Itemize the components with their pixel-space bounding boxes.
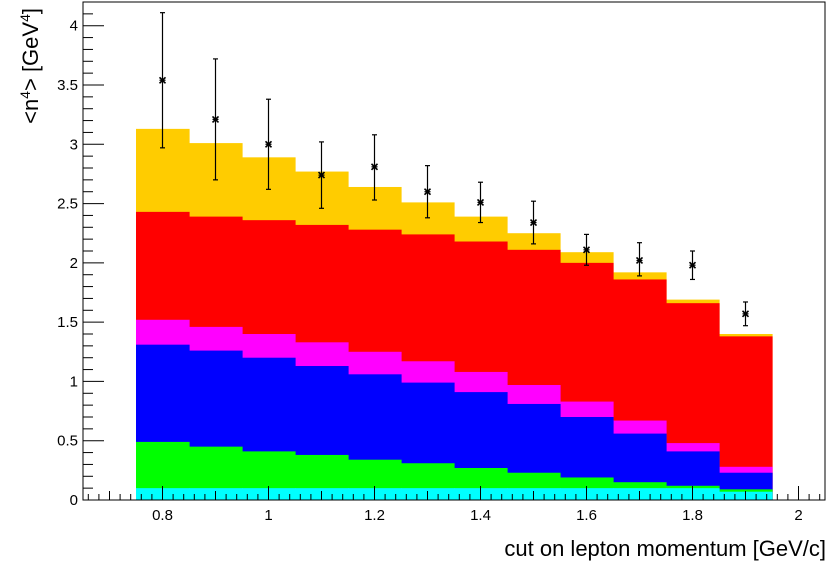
data-point [529, 200, 538, 245]
data-point [317, 141, 326, 209]
y-tick-label: 2 [70, 255, 78, 272]
data-point [476, 181, 485, 224]
y-axis-title: <n4> [GeV4] [17, 8, 43, 124]
data-point [423, 165, 432, 219]
data-point [158, 12, 167, 149]
tick-labels: 0.8 1 1.2 1.4 1.6 1.8 2 0 0.5 1 1.5 2 2.5 3 3.5 4 [57, 18, 803, 524]
x-tick-label: 0.8 [152, 507, 173, 524]
y-tick-label: 1 [70, 373, 78, 390]
x-tick-label: 1 [264, 507, 272, 524]
y-tick-label: 2.5 [57, 196, 78, 213]
x-tick-label: 1.6 [576, 507, 597, 524]
data-points [158, 12, 750, 327]
data-point [635, 242, 644, 277]
data-point [211, 58, 220, 181]
y-tick-label: 4 [70, 18, 78, 35]
y-tick-label: 3 [70, 136, 78, 153]
data-point [582, 233, 591, 266]
y-tick-label: 0 [70, 492, 78, 509]
data-point [264, 98, 273, 190]
data-point [741, 301, 750, 327]
x-tick-label: 2 [794, 507, 802, 524]
y-tick-label: 1.5 [57, 314, 78, 331]
data-point [688, 250, 697, 281]
x-axis-title: cut on lepton momentum [GeV/c] [504, 536, 826, 561]
axes [82, 1, 826, 501]
y-tick-label: 3.5 [57, 77, 78, 94]
y-tick-label: 0.5 [57, 433, 78, 450]
stacked-bars [136, 128, 773, 501]
x-tick-label: 1.2 [364, 507, 385, 524]
data-point [370, 134, 379, 201]
x-tick-label: 1.8 [682, 507, 703, 524]
x-tick-label: 1.4 [470, 507, 491, 524]
